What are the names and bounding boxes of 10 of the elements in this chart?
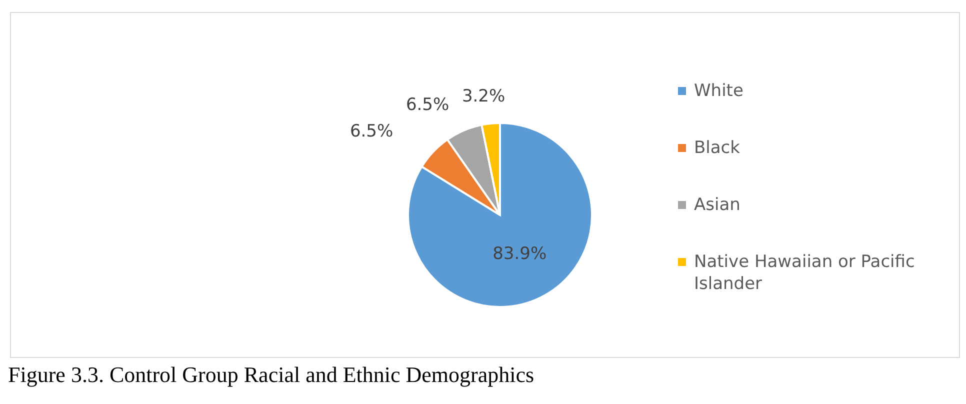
data-label: 6.5% — [406, 95, 450, 116]
data-label: 83.9% — [492, 244, 547, 264]
caption: Figure 3.3. Control Group Racial and Ethnic Demographics — [8, 362, 534, 388]
legend-label: Native Hawaiian or Pacific Islander — [694, 251, 916, 295]
legend-label: Asian — [694, 194, 740, 216]
legend-label: White — [694, 80, 744, 102]
legend-label: Black — [694, 137, 740, 159]
data-label: 6.5% — [350, 122, 394, 142]
pie-slice — [407, 122, 593, 308]
data-label: 3.2% — [462, 86, 506, 107]
